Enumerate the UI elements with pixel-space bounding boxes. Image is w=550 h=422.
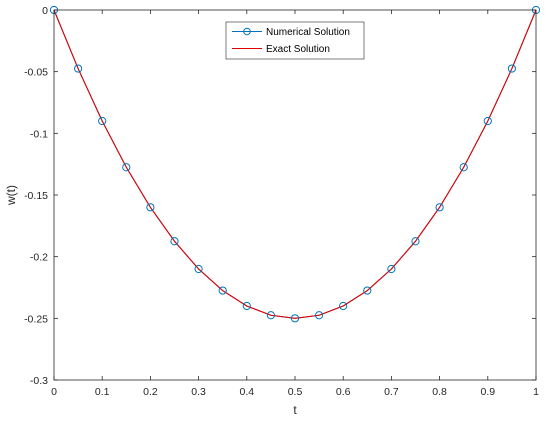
data-point-numerical-solution	[411, 237, 420, 246]
data-point-numerical-solution	[435, 203, 444, 212]
legend-label-numerical: Numerical Solution	[266, 27, 350, 38]
data-point-numerical-solution	[242, 301, 251, 311]
legend: Numerical Solution Exact Solution	[225, 21, 365, 60]
x-tick-label: 0.5	[288, 386, 303, 398]
legend-box	[225, 21, 365, 60]
x-tick-label: 0.7	[384, 386, 399, 398]
data-point-numerical-solution	[218, 286, 227, 295]
chart-marks	[49, 5, 541, 323]
axes-box	[53, 9, 537, 381]
data-point-numerical-solution	[194, 264, 203, 274]
x-axis-ticks: 0 0.1 0.2 0.3 0.4 0.5 0.6 0.7 0.8 0.9 1	[51, 10, 539, 398]
x-tick-label: 0	[51, 386, 57, 398]
x-tick-label: 0.4	[239, 386, 254, 398]
data-point-numerical-solution	[483, 116, 492, 126]
y-tick-label: -0.2	[30, 252, 48, 264]
y-tick-label: -0.05	[24, 67, 48, 79]
x-tick-label: 0.1	[95, 386, 110, 398]
data-point-numerical-solution	[170, 237, 179, 246]
y-tick-label: -0.15	[24, 190, 48, 202]
data-point-numerical-solution	[74, 64, 83, 73]
x-tick-label: 0.8	[432, 386, 447, 398]
data-point-numerical-solution	[266, 311, 275, 320]
data-point-numerical-solution	[146, 203, 155, 212]
data-point-numerical-solution	[122, 163, 131, 172]
data-point-numerical-solution	[315, 311, 324, 320]
legend-swatch-numerical-marker	[243, 27, 251, 36]
data-point-numerical-solution	[507, 64, 516, 73]
y-axis-title: w(t)	[4, 185, 18, 206]
y-tick-label: -0.25	[24, 313, 48, 325]
series-line-exact-solution	[53, 9, 537, 319]
y-tick-label: -0.1	[30, 128, 48, 140]
y-tick-label: -0.3	[30, 375, 48, 387]
x-tick-label: 0.6	[336, 386, 351, 398]
x-axis-title: t	[293, 403, 297, 417]
data-point-numerical-solution	[459, 163, 468, 172]
x-tick-label: 0.9	[480, 386, 495, 398]
x-tick-label: 0.2	[143, 386, 158, 398]
data-point-numerical-solution	[290, 314, 300, 323]
y-axis-ticks: 0 -0.05 -0.1 -0.15 -0.2 -0.25 -0.3	[24, 5, 536, 387]
data-point-numerical-solution	[339, 301, 348, 311]
data-point-numerical-solution	[387, 264, 396, 274]
data-point-numerical-solution	[363, 286, 372, 295]
y-tick-label: 0	[42, 5, 48, 17]
legend-label-exact: Exact Solution	[266, 44, 330, 55]
x-tick-label: 1	[533, 386, 539, 398]
data-point-numerical-solution	[98, 116, 107, 126]
x-tick-label: 0.3	[191, 386, 206, 398]
